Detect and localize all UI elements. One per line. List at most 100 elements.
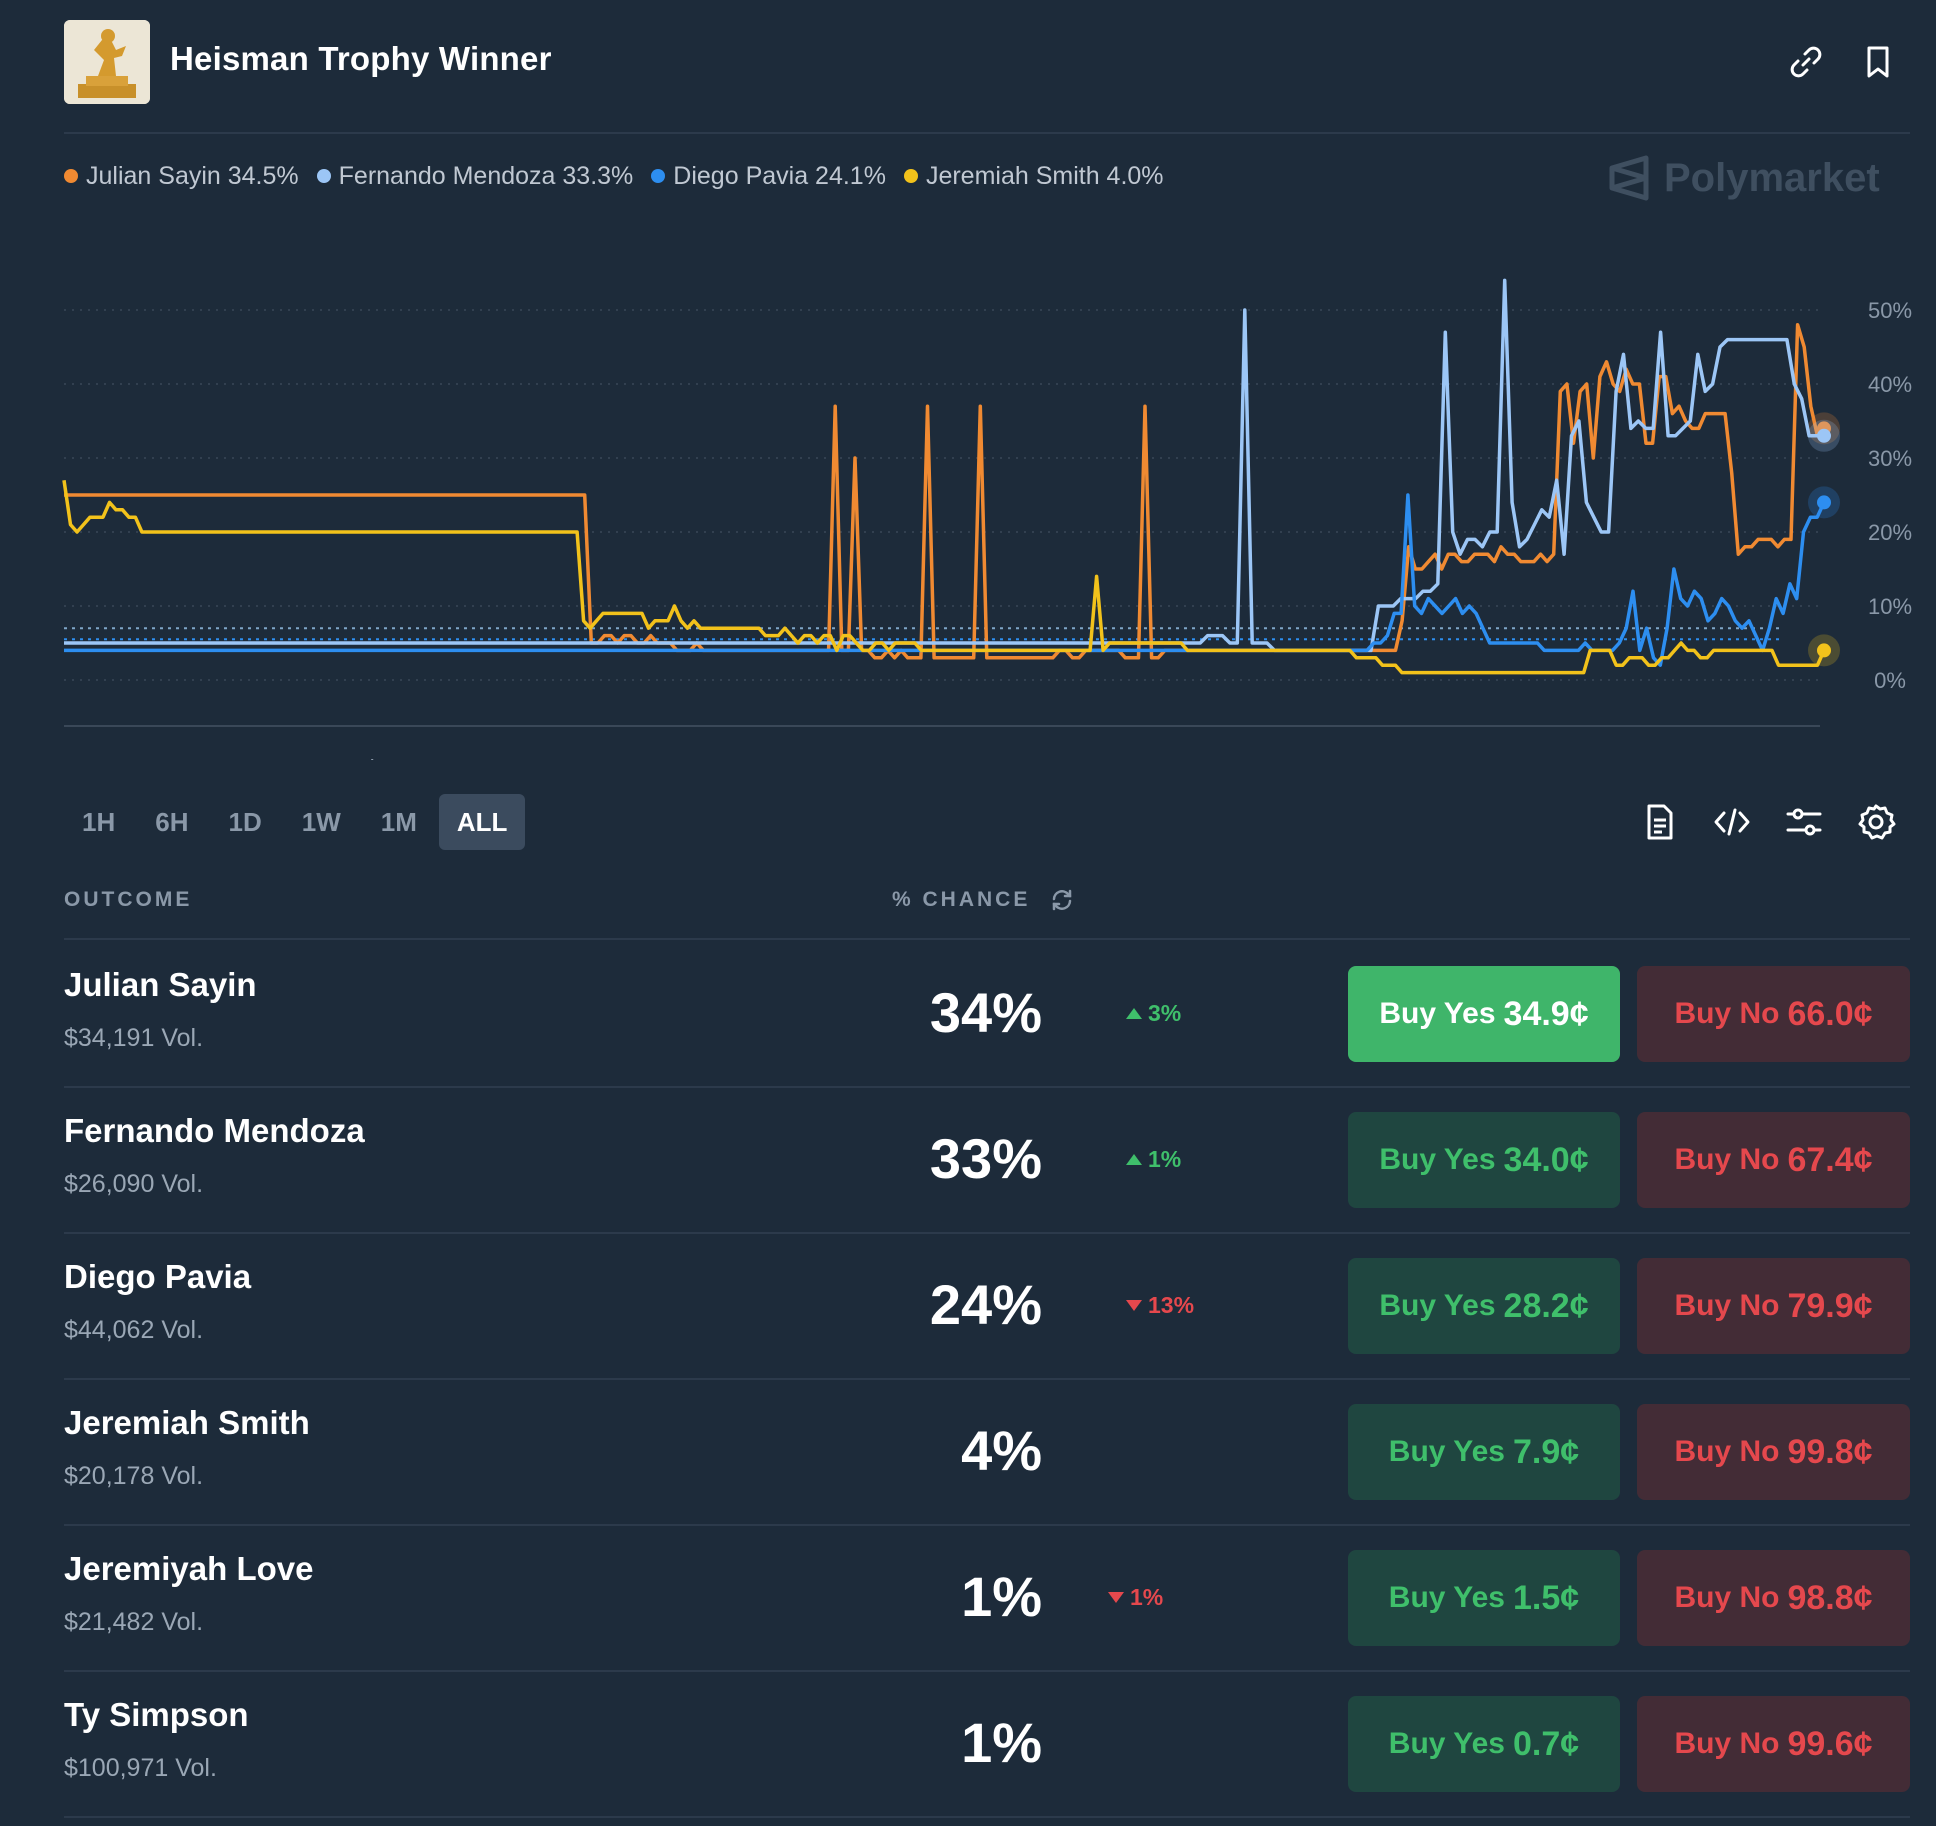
buy-yes-button[interactable]: Buy Yes 1.5¢ [1348, 1550, 1620, 1646]
buy-no-price: 99.6¢ [1787, 1724, 1873, 1763]
outcome-volume: $100,971 Vol. [64, 1754, 217, 1782]
price-history-chart: 50% 40% 30% 20% 10% 0% Jul Aug Sep Oct Nov Dec [62, 278, 1912, 760]
outcome-row[interactable]: Julian Sayin $34,191 Vol. 34% 3% Buy Yes… [64, 940, 1910, 1088]
range-6h[interactable]: 6H [155, 806, 189, 837]
series-line [64, 278, 1824, 653]
x-tick-label: Jul [345, 755, 374, 760]
chance-change: 1% [1126, 1146, 1181, 1173]
buy-no-button[interactable]: Buy No 99.8¢ [1637, 1404, 1910, 1500]
outcome-row[interactable]: Jeremiah Smith $20,178 Vol. 4% Buy Yes 7… [64, 1378, 1910, 1526]
legend-dot [316, 169, 331, 183]
brand-name: Polymarket [1664, 155, 1880, 200]
chart-legend: Julian Sayin 34.5% Fernando Mendoza 33.3… [64, 158, 1182, 194]
outcome-name: Julian Sayin [64, 966, 257, 1003]
x-tick-label: Dec [1770, 755, 1811, 760]
buy-yes-label: Buy Yes [1379, 1289, 1496, 1322]
chance-column-header: % CHANCE [892, 888, 1031, 911]
buy-yes-price: 34.9¢ [1503, 994, 1589, 1033]
buy-no-price: 66.0¢ [1787, 994, 1873, 1033]
legend-item: Jeremiah Smith 4.0% [903, 162, 1164, 191]
range-1w[interactable]: 1W [301, 806, 341, 837]
buy-no-label: Buy No [1674, 1727, 1780, 1760]
link-icon[interactable] [1786, 42, 1826, 82]
buy-yes-price: 0.7¢ [1513, 1724, 1580, 1763]
outcome-row[interactable]: Ty Simpson $100,971 Vol. 1% Buy Yes 0.7¢… [64, 1670, 1910, 1818]
buy-no-label: Buy No [1674, 997, 1780, 1030]
x-tick-label: Aug [630, 755, 671, 760]
chance-change: 3% [1126, 1000, 1181, 1027]
bookmark-icon[interactable] [1858, 42, 1898, 82]
buy-no-button[interactable]: Buy No 98.8¢ [1637, 1550, 1910, 1646]
chance-change: 13% [1126, 1292, 1194, 1319]
outcome-row[interactable]: Fernando Mendoza $26,090 Vol. 33% 1% Buy… [64, 1086, 1910, 1234]
time-range-selector: 1H 6H 1D 1W 1M ALL [64, 794, 529, 850]
buy-yes-label: Buy Yes [1379, 997, 1496, 1030]
series-line [64, 323, 1826, 660]
outcome-row[interactable]: Diego Pavia $44,062 Vol. 24% 13% Buy Yes… [64, 1232, 1910, 1380]
sliders-icon[interactable] [1782, 800, 1826, 844]
series-end-dot [1817, 428, 1831, 443]
buy-no-button[interactable]: Buy No 67.4¢ [1637, 1112, 1910, 1208]
refresh-icon[interactable] [1048, 886, 1076, 919]
outcome-name: Fernando Mendoza [64, 1112, 365, 1149]
x-tick-label: Oct [1202, 755, 1238, 760]
buy-yes-button[interactable]: Buy Yes 34.9¢ [1348, 966, 1620, 1062]
legend-item: Julian Sayin 34.5% [64, 162, 299, 191]
market-header: Heisman Trophy Winner [64, 20, 1910, 134]
outcome-chance: 4% [961, 1419, 1042, 1482]
outcome-volume: $34,191 Vol. [64, 1024, 204, 1052]
outcome-name: Jeremiyah Love [64, 1550, 314, 1587]
polymarket-watermark: Polymarket [1608, 150, 1880, 206]
buy-no-label: Buy No [1674, 1581, 1780, 1614]
buy-no-price: 98.8¢ [1787, 1578, 1873, 1617]
outcome-volume: $44,062 Vol. [64, 1316, 204, 1344]
buy-yes-label: Buy Yes [1379, 1143, 1496, 1176]
series-end-dot [1817, 643, 1831, 658]
series-line [62, 479, 1826, 675]
change-value: 1% [1148, 1146, 1182, 1172]
change-value: 13% [1148, 1292, 1195, 1318]
settings-gear-icon[interactable] [1854, 800, 1898, 844]
embed-code-icon[interactable] [1710, 800, 1754, 844]
buy-no-label: Buy No [1674, 1435, 1780, 1468]
outcome-volume: $21,482 Vol. [64, 1608, 204, 1636]
buy-yes-price: 28.2¢ [1503, 1286, 1589, 1325]
buy-yes-price: 1.5¢ [1513, 1578, 1580, 1617]
y-tick-label: 10% [1868, 594, 1912, 619]
document-icon[interactable] [1638, 800, 1682, 844]
outcome-row[interactable]: Jeremiyah Love $21,482 Vol. 1% 1% Buy Ye… [64, 1524, 1910, 1672]
buy-no-button[interactable]: Buy No 66.0¢ [1637, 966, 1910, 1062]
outcome-chance: 1% [961, 1565, 1042, 1628]
range-1h[interactable]: 1H [82, 806, 116, 837]
outcome-name: Diego Pavia [64, 1258, 252, 1295]
outcome-volume: $26,090 Vol. [64, 1170, 204, 1198]
buy-no-price: 67.4¢ [1787, 1140, 1873, 1179]
page-title: Heisman Trophy Winner [170, 40, 552, 77]
outcome-name: Jeremiah Smith [64, 1404, 310, 1441]
down-arrow-icon [1126, 1300, 1142, 1311]
outcome-chance: 24% [929, 1273, 1042, 1336]
outcome-chance: 33% [929, 1127, 1042, 1190]
change-value: 1% [1130, 1584, 1164, 1610]
buy-yes-label: Buy Yes [1388, 1581, 1505, 1614]
down-arrow-icon [1108, 1592, 1124, 1603]
range-1m[interactable]: 1M [380, 806, 417, 837]
buy-yes-button[interactable]: Buy Yes 0.7¢ [1348, 1696, 1620, 1792]
range-all[interactable]: ALL [438, 794, 526, 850]
up-arrow-icon [1126, 1154, 1142, 1165]
buy-yes-label: Buy Yes [1388, 1435, 1505, 1468]
y-tick-label: 50% [1868, 298, 1912, 323]
buy-yes-button[interactable]: Buy Yes 34.0¢ [1348, 1112, 1620, 1208]
buy-yes-button[interactable]: Buy Yes 28.2¢ [1348, 1258, 1620, 1354]
outcome-chance: 34% [929, 981, 1042, 1044]
buy-no-button[interactable]: Buy No 79.9¢ [1637, 1258, 1910, 1354]
buy-no-button[interactable]: Buy No 99.6¢ [1637, 1696, 1910, 1792]
range-1d[interactable]: 1D [228, 806, 262, 837]
outcomes-table-header: OUTCOME % CHANCE [64, 888, 1910, 940]
polymarket-logo-icon [1609, 155, 1649, 201]
legend-dot [903, 169, 918, 183]
y-tick-label: 30% [1868, 446, 1912, 471]
buy-yes-button[interactable]: Buy Yes 7.9¢ [1348, 1404, 1620, 1500]
y-tick-label: 40% [1868, 372, 1912, 397]
x-tick-label: Sep [920, 755, 961, 760]
